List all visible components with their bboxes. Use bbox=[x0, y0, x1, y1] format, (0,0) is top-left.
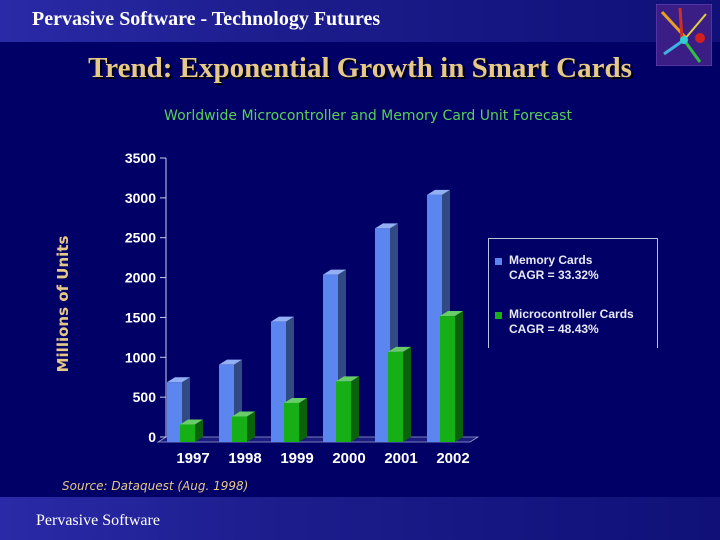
bar-microcontroller-cards-1997 bbox=[180, 424, 195, 442]
bar-top-microcontroller-cards-2000 bbox=[336, 376, 359, 382]
bar-memory-cards-2000 bbox=[323, 274, 338, 442]
footer-band bbox=[0, 497, 720, 540]
legend-cagr-microcontroller: CAGR = 48.43% bbox=[509, 322, 599, 336]
bar-top-microcontroller-cards-2001 bbox=[388, 346, 411, 352]
y-tick-label: 2500 bbox=[125, 230, 156, 246]
y-tick-label: 2000 bbox=[125, 270, 156, 286]
bar-side-microcontroller-cards-2001 bbox=[403, 346, 411, 442]
bar-top-memory-cards-2002 bbox=[427, 189, 450, 195]
x-tick-label: 1999 bbox=[280, 450, 313, 467]
header-band bbox=[0, 0, 720, 42]
bar-top-microcontroller-cards-1997 bbox=[180, 419, 203, 425]
bar-microcontroller-cards-2001 bbox=[388, 351, 403, 442]
bar-memory-cards-1999 bbox=[271, 321, 286, 442]
bar-top-microcontroller-cards-2002 bbox=[440, 311, 463, 317]
legend-label-memory: Memory Cards bbox=[509, 253, 593, 267]
bar-top-memory-cards-2001 bbox=[375, 223, 398, 229]
logo-icon bbox=[656, 4, 712, 66]
x-tick-label: 2000 bbox=[332, 450, 365, 467]
bar-top-memory-cards-1998 bbox=[219, 359, 242, 365]
bar-memory-cards-2001 bbox=[375, 228, 390, 442]
bar-top-memory-cards-2000 bbox=[323, 269, 346, 275]
x-tick-label: 1998 bbox=[228, 450, 261, 467]
y-tick-label: 0 bbox=[148, 429, 156, 445]
bar-microcontroller-cards-2002 bbox=[440, 316, 455, 442]
legend-label-microcontroller: Microcontroller Cards bbox=[509, 307, 634, 321]
y-tick-label: 500 bbox=[133, 389, 157, 405]
bar-microcontroller-cards-1998 bbox=[232, 416, 247, 442]
x-tick-label: 2001 bbox=[384, 450, 417, 467]
bar-memory-cards-1998 bbox=[219, 364, 234, 442]
y-tick-label: 1500 bbox=[125, 309, 156, 325]
bar-top-microcontroller-cards-1999 bbox=[284, 397, 307, 403]
chart-title: Worldwide Microcontroller and Memory Car… bbox=[164, 108, 572, 124]
bar-side-microcontroller-cards-2002 bbox=[455, 311, 463, 442]
bar-top-memory-cards-1999 bbox=[271, 316, 294, 322]
bar-side-microcontroller-cards-1999 bbox=[299, 397, 307, 442]
bar-side-microcontroller-cards-1998 bbox=[247, 411, 255, 442]
bar-memory-cards-2002 bbox=[427, 194, 442, 442]
y-tick-label: 3000 bbox=[125, 190, 156, 206]
bar-microcontroller-cards-1999 bbox=[284, 402, 299, 442]
y-tick-label: 1000 bbox=[125, 349, 156, 365]
bar-top-memory-cards-1997 bbox=[167, 377, 190, 383]
x-tick-label: 2002 bbox=[436, 450, 469, 467]
x-tick-label: 1997 bbox=[176, 450, 209, 467]
bar-microcontroller-cards-2000 bbox=[336, 381, 351, 442]
legend-swatch-memory bbox=[495, 258, 502, 265]
bar-memory-cards-1997 bbox=[167, 382, 182, 442]
bar-side-microcontroller-cards-2000 bbox=[351, 376, 359, 442]
y-tick-label: 3500 bbox=[125, 150, 156, 166]
source-note: Source: Dataquest (Aug. 1998) bbox=[62, 479, 249, 493]
legend-swatch-microcontroller bbox=[495, 312, 502, 319]
header-title: Pervasive Software - Technology Futures bbox=[32, 8, 381, 30]
chart-legend: Memory Cards CAGR = 33.32% Microcontroll… bbox=[488, 238, 658, 348]
slide-title: Trend: Exponential Growth in Smart Cards bbox=[88, 52, 632, 84]
bar-top-microcontroller-cards-1998 bbox=[232, 411, 255, 417]
footer-text: Pervasive Software bbox=[36, 512, 160, 529]
legend-cagr-memory: CAGR = 33.32% bbox=[509, 268, 599, 282]
bar-side-microcontroller-cards-1997 bbox=[195, 419, 203, 442]
